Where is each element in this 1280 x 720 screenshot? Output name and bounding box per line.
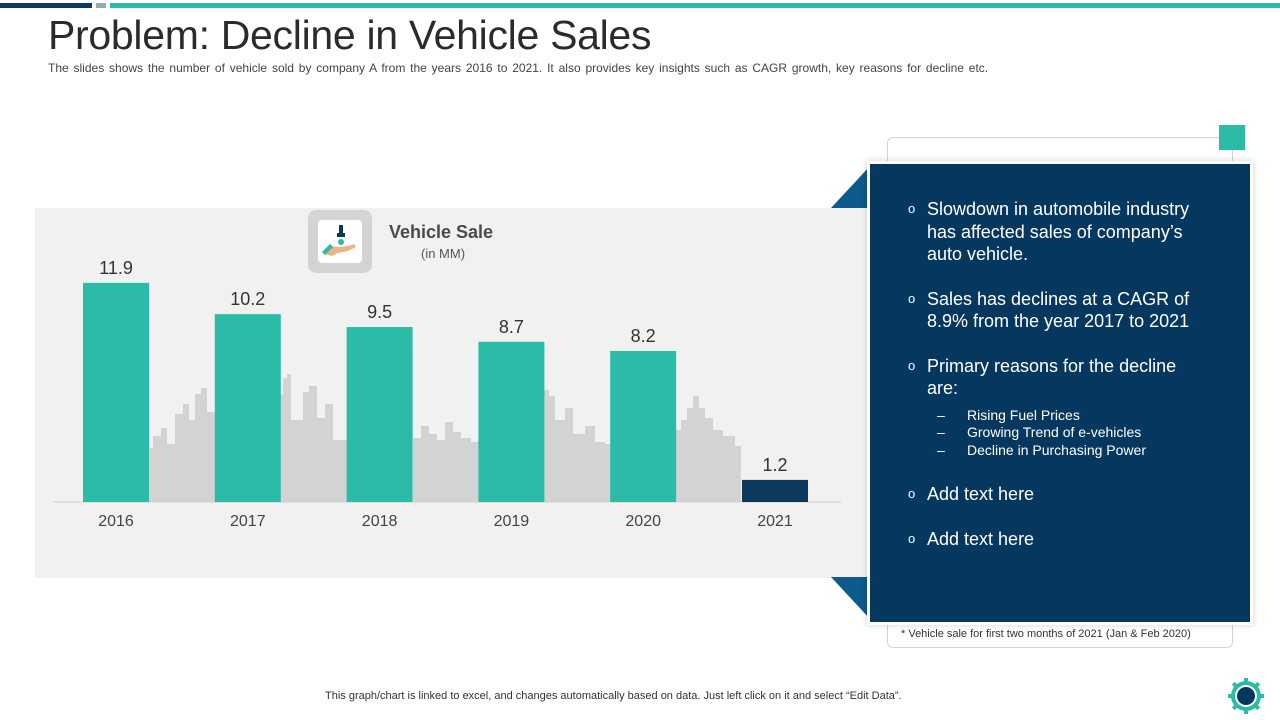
top-accent-bar (0, 3, 1280, 8)
insight-text: Primary reasons for the decline are: (927, 355, 1177, 399)
legend-icon-tile (308, 210, 372, 273)
value-label-2018: 9.5 (367, 302, 392, 322)
bar-2017[interactable] (214, 314, 281, 502)
bar-2021[interactable] (742, 479, 808, 502)
value-label-2016: 11.9 (99, 258, 133, 278)
reason-sublist: – Rising Fuel Prices – Growing Trend of e-v… (927, 407, 1208, 460)
page-subtitle: The slides shows the number of vehicle s… (48, 61, 989, 75)
teal-accent-square (1219, 125, 1245, 150)
footnote: * Vehicle sale for first two months of 2… (901, 628, 1191, 640)
edit-data-note: This graph/chart is linked to excel, and… (325, 690, 902, 702)
chart-panel[interactable]: 11.9 2016 10.2 2017 9.5 2018 8.7 2019 8.2 2020 1.2… (35, 208, 877, 578)
bar-2018[interactable] (346, 327, 413, 502)
gear-logo-icon (1228, 678, 1264, 714)
hand-drop-icon (322, 225, 356, 256)
x-tick-2019: 2019 (494, 513, 530, 530)
x-tick-2018: 2018 (362, 513, 398, 530)
value-label-2020: 8.2 (631, 326, 656, 346)
x-tick-2020: 2020 (625, 513, 661, 530)
x-tick-2021: 2021 (757, 513, 793, 530)
bullet-marker: o (908, 290, 916, 306)
value-label-2021: 1.2 (762, 455, 787, 475)
bar-2019[interactable] (478, 341, 545, 502)
bullet-marker: o (908, 357, 916, 373)
insight-text: Add text here (927, 528, 1035, 549)
card-accent-top (831, 166, 870, 208)
insight-item: o Slowdown in automobile industry has aff… (908, 198, 1208, 266)
insight-item: o Add text here (908, 483, 1208, 506)
insights-card: o Slowdown in automobile industry has aff… (870, 164, 1250, 622)
card-accent-bottom (831, 577, 870, 619)
vehicle-sale-chart[interactable]: 11.9 2016 10.2 2017 9.5 2018 8.7 2019 8.2 2020 1.2… (35, 208, 877, 578)
legend-unit: (in MM) (421, 246, 466, 261)
value-label-2017: 10.2 (230, 289, 265, 309)
insights-list: o Slowdown in automobile industry has aff… (908, 198, 1208, 572)
value-label-2019: 8.7 (499, 317, 524, 337)
x-tick-2017: 2017 (230, 513, 266, 530)
insight-item: o Primary reasons for the decline are: – Ri… (908, 355, 1208, 460)
reason-item: – Decline in Purchasing Power (937, 441, 1146, 458)
insight-text: Sales has declines at a CAGR of 8.9% fro… (927, 288, 1190, 332)
x-tick-2016: 2016 (98, 513, 134, 530)
reason-item: – Growing Trend of e-vehicles (937, 424, 1142, 440)
bar-2016[interactable] (83, 282, 149, 502)
insight-item: o Sales has declines at a CAGR of 8.9% fr… (908, 288, 1208, 333)
legend-title: Vehicle Sale (389, 222, 494, 242)
page-title: Problem: Decline in Vehicle Sales (48, 12, 652, 58)
insight-text: Add text here (927, 484, 1035, 504)
insight-item: o Add text here (908, 528, 1208, 551)
reason-item: – Rising Fuel Prices (937, 406, 1080, 423)
insight-text: Slowdown in automobile industry has affe… (927, 199, 1190, 264)
bar-2020[interactable] (610, 350, 677, 502)
bullet-marker: o (908, 530, 916, 546)
bullet-marker: o (908, 486, 916, 501)
bullet-marker: o (908, 201, 916, 216)
